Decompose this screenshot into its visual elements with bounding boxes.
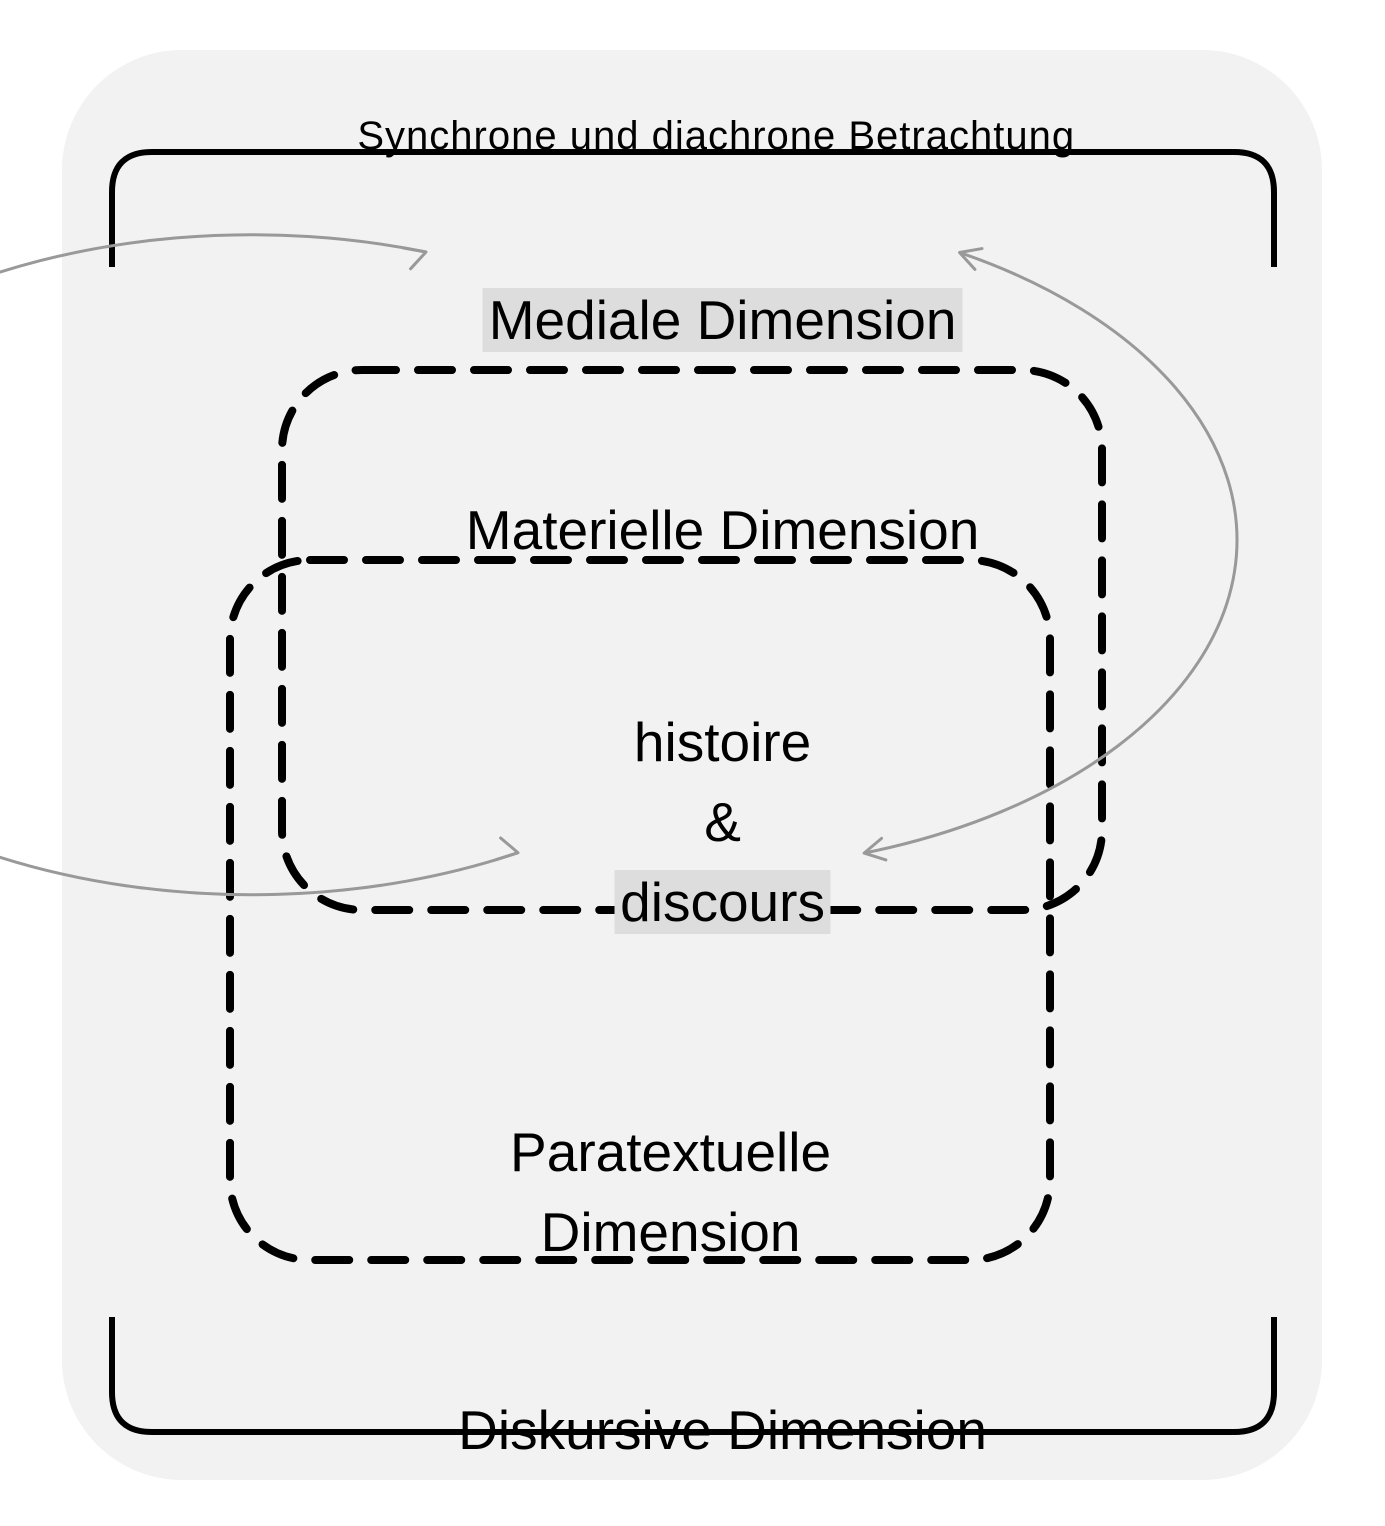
discours-label: discours xyxy=(0,806,1385,998)
paratextuelle-line2-text: Dimension xyxy=(541,1201,801,1263)
title-label: Synchrone und diachrone Betrachtung xyxy=(0,69,1385,204)
mediale-dimension-text: Mediale Dimension xyxy=(483,288,963,352)
materielle-dimension-text: Materielle Dimension xyxy=(466,499,980,561)
discours-text: discours xyxy=(614,870,831,934)
paratextuelle-line2-label: Dimension xyxy=(0,1136,1333,1328)
diskursive-dimension-text: Diskursive Dimension xyxy=(458,1399,987,1461)
mediale-dimension-label: Mediale Dimension xyxy=(0,224,1385,416)
materielle-dimension-label: Materielle Dimension xyxy=(0,434,1385,626)
title-text: Synchrone und diachrone Betrachtung xyxy=(357,114,1075,158)
diskursive-dimension-label: Diskursive Dimension xyxy=(0,1334,1385,1526)
diagram-stage: Synchrone und diachrone Betrachtung Medi… xyxy=(0,0,1385,1525)
